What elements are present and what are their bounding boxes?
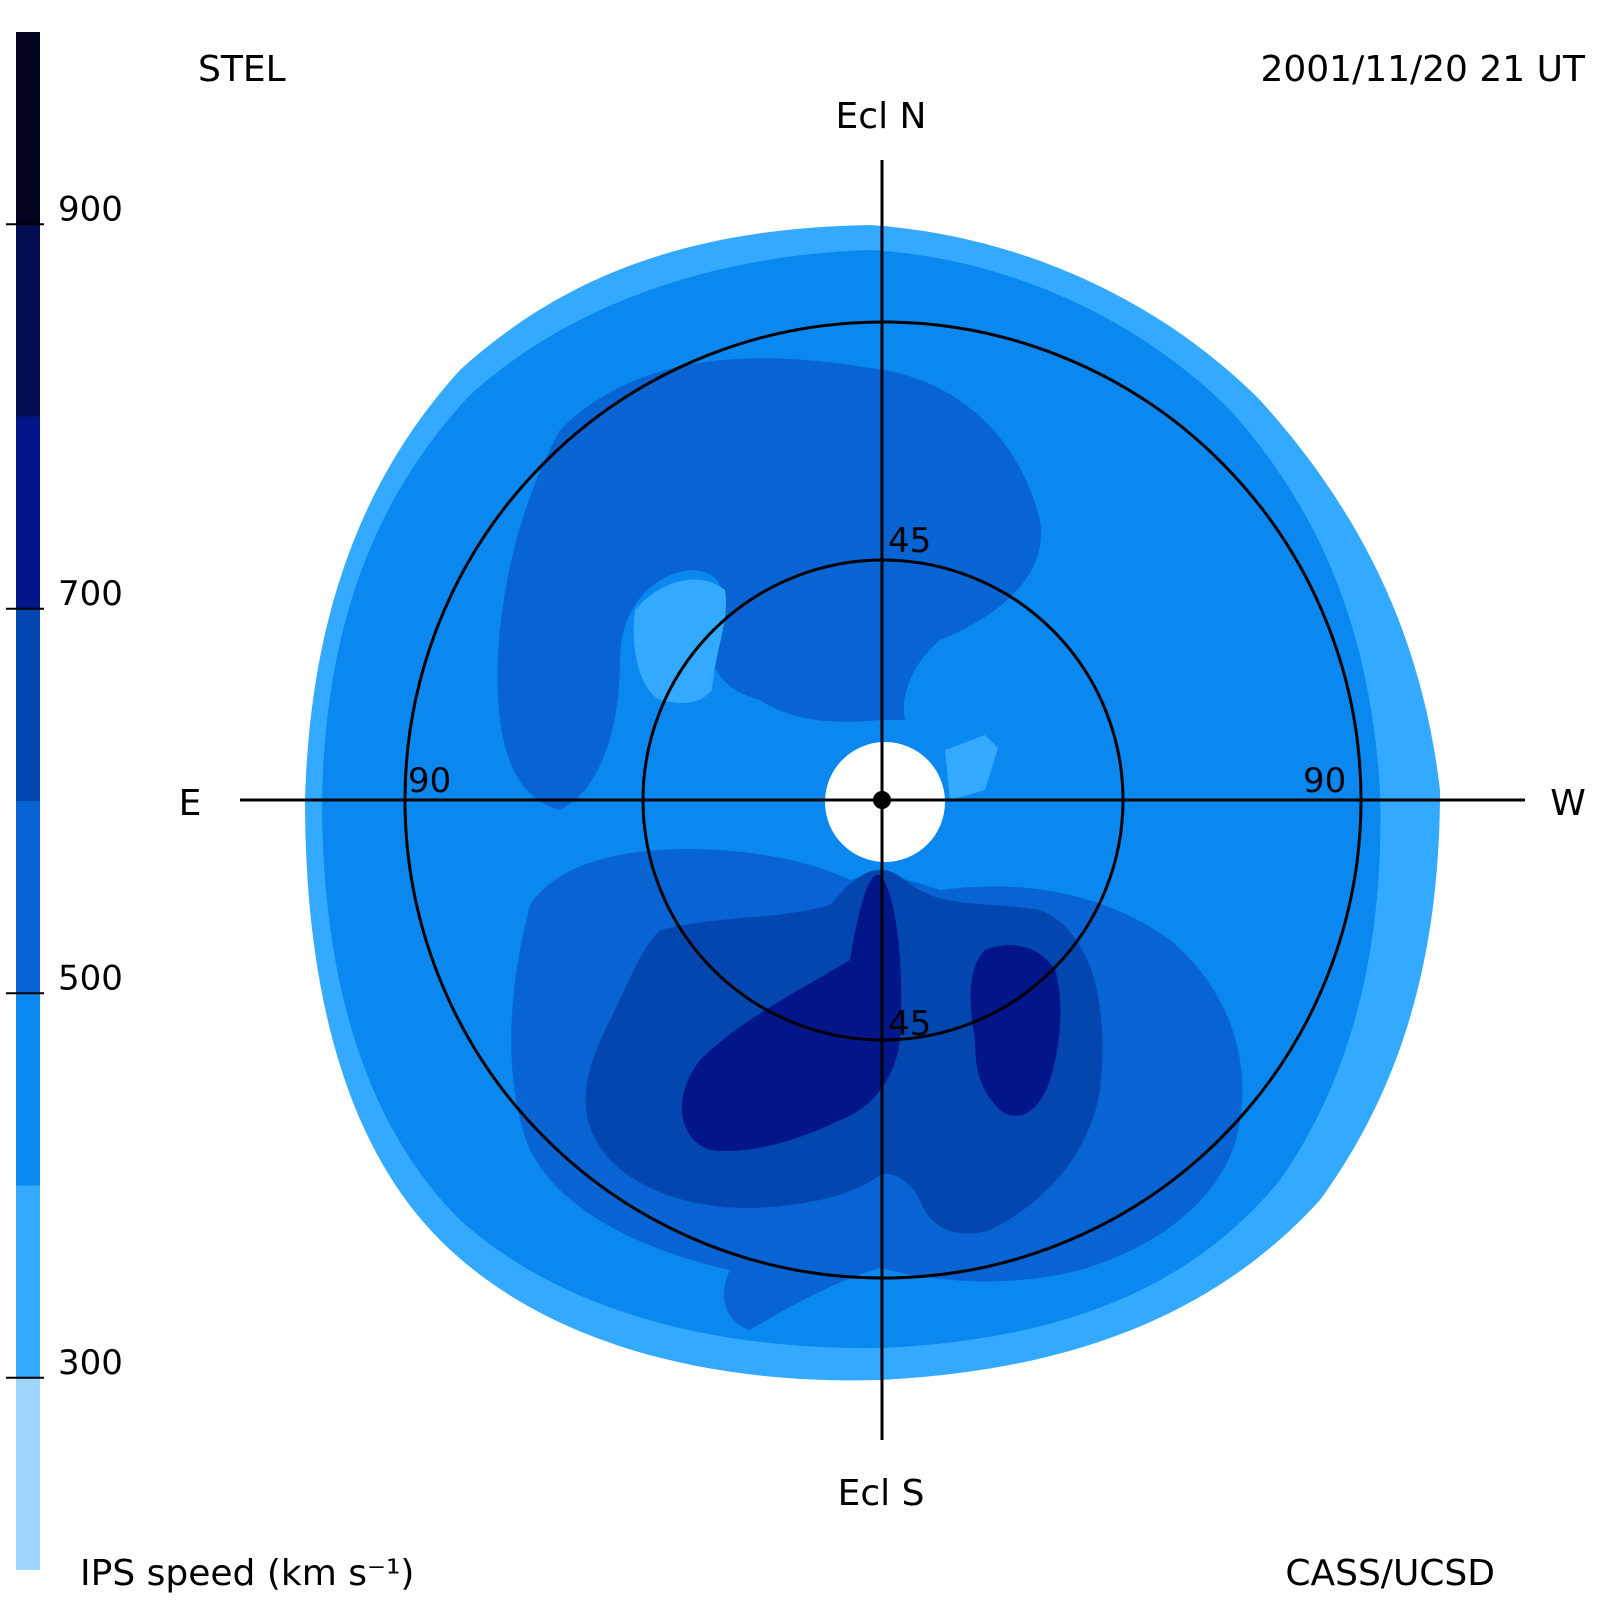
sun-center-dot xyxy=(873,791,891,809)
graticule xyxy=(240,160,1525,1440)
light-speed-patch-east xyxy=(633,579,727,703)
colorbar-band-4 xyxy=(16,608,40,801)
ring-label-90-west: 90 xyxy=(1303,761,1346,801)
light-speed-patch-center xyxy=(945,735,998,800)
source-label: STEL xyxy=(198,49,286,90)
medium-speed-region-north xyxy=(497,358,1042,810)
east-label: E xyxy=(179,783,202,824)
very-high-speed-region-southwest xyxy=(970,945,1061,1116)
colorbar-tick-label-0: 900 xyxy=(58,189,123,229)
ring-label-90-east: 90 xyxy=(408,761,451,801)
colorbar-band-5 xyxy=(16,416,40,609)
colorbar-tick-label-3: 300 xyxy=(58,1343,123,1383)
ring-label-45-south: 45 xyxy=(888,1004,931,1044)
labels: STEL 2001/11/20 21 UT Ecl N Ecl S E W 45… xyxy=(80,49,1586,1594)
colorbar-tick-label-1: 700 xyxy=(58,574,123,614)
very-high-speed-region-southeast xyxy=(681,874,902,1151)
colorbar-band-1 xyxy=(16,1185,40,1378)
ecliptic-north-label: Ecl N xyxy=(836,96,927,137)
colorbar-band-2 xyxy=(16,993,40,1186)
colorbar-tick-label-2: 500 xyxy=(58,958,123,998)
ring-label-45-north: 45 xyxy=(888,521,931,561)
colorbar-title: IPS speed (km s⁻¹) xyxy=(80,1553,414,1594)
west-label: W xyxy=(1550,783,1586,824)
colorbar: 900 700 500 300 xyxy=(6,32,123,1570)
colorbar-band-3 xyxy=(16,801,40,994)
ecliptic-south-label: Ecl S xyxy=(838,1473,925,1514)
colorbar-band-0 xyxy=(16,1377,40,1570)
datetime-label: 2001/11/20 21 UT xyxy=(1260,49,1586,90)
colorbar-band-7 xyxy=(16,32,40,225)
speed-regions xyxy=(305,225,1440,1381)
credit-label: CASS/UCSD xyxy=(1285,1553,1495,1594)
colorbar-band-6 xyxy=(16,224,40,417)
